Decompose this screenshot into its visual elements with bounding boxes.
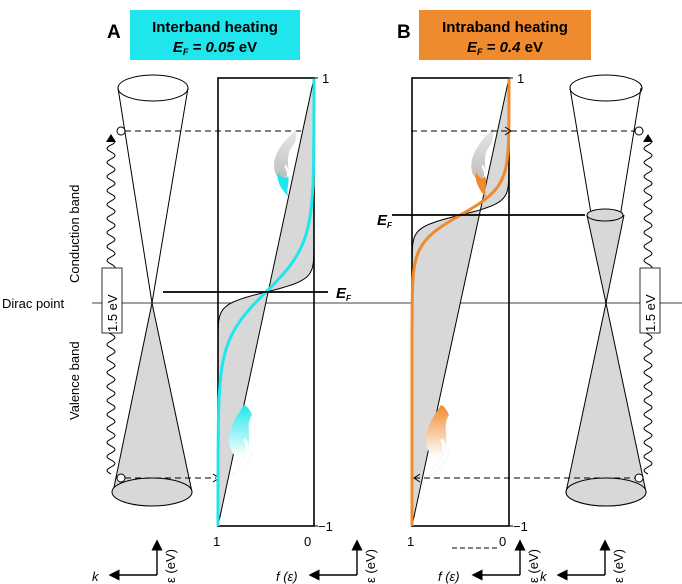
axis-corner-b: f (ε) ε (eV): [438, 539, 541, 584]
axis-corner-a: f (ε) ε (eV): [276, 539, 378, 584]
panel-b-ef: EF = 0.4 eV: [467, 39, 543, 57]
panel-a: A Interband heating EF = 0.05 eV 1.5 eV: [92, 10, 378, 584]
distribution-fill-a: [217, 77, 315, 527]
flame-icon-a-top: [274, 130, 297, 180]
k-axis-label-left: k: [92, 569, 100, 584]
arrow-bottom-b: [413, 473, 421, 483]
panel-b-letter: B: [397, 22, 411, 43]
gap-label-a: 1.5 eV: [105, 294, 120, 332]
gap-box-a: [101, 267, 123, 334]
conduction-band-label: Conduction band: [67, 185, 82, 283]
excited-state-b: [634, 126, 644, 136]
tick-top-label-b: 1: [517, 71, 524, 86]
e-axis-label-left: ε (eV): [163, 549, 178, 583]
flame-icon-b-bottom: [426, 405, 449, 457]
f-axis-label-b: f (ε): [438, 569, 460, 584]
panel-a-ef: EF = 0.05 eV: [173, 39, 257, 57]
tick-bottom-label-b: −1: [513, 519, 528, 534]
axis-corner-k-right: k ε (eV): [540, 539, 626, 584]
flame-icon-a-bottom: [229, 405, 252, 457]
fermi-label-b: EF: [377, 212, 393, 230]
flame-icon-b-bottom-white: [428, 449, 450, 477]
gap-label-b: 1.5 eV: [643, 294, 658, 332]
panel-b-title-box: [419, 10, 591, 60]
panel-b-title: Intraband heating: [442, 19, 568, 36]
gap-box-b: [639, 267, 661, 334]
photon-arrow-a: [106, 134, 116, 142]
tick-bottom-label-a: −1: [318, 519, 333, 534]
panel-a-title: Interband heating: [152, 19, 278, 36]
tick-top-label-a: 1: [322, 71, 329, 86]
ground-state-a: [116, 473, 126, 483]
panel-b: B Intraband heating EF = 0.4 eV 1 −1 1 0…: [377, 10, 661, 584]
valence-band-label: Valence band: [67, 341, 82, 420]
e-axis-label-b: ε (eV): [526, 549, 541, 583]
tick-f-zero-b: 0: [499, 534, 506, 549]
dirac-point-label: Dirac point: [2, 296, 65, 311]
tick-f-one-b: 1: [407, 534, 414, 549]
panel-a-letter: A: [107, 22, 121, 43]
axis-corner-k-left: k ε (eV): [92, 539, 178, 584]
flame-icon-b-top: [471, 128, 494, 180]
tick-f-zero-a: 0: [304, 534, 311, 549]
flame-icon-a-bottom-white: [231, 449, 253, 477]
ground-state-b: [634, 473, 644, 483]
e-axis-label-right: ε (eV): [611, 549, 626, 583]
panel-a-title-box: [130, 10, 300, 60]
photon-arrow-b: [643, 134, 653, 142]
f-axis-label-a: f (ε): [276, 569, 298, 584]
hot-distribution-curve-b: [410, 78, 511, 526]
tick-f-one-a: 1: [213, 534, 220, 549]
dirac-cone-a: [111, 74, 193, 507]
distribution-box-a: [217, 77, 315, 527]
excited-state-a: [116, 126, 126, 136]
distribution-fill-b: [411, 77, 510, 527]
flame-icon-a-top-color: [277, 172, 289, 196]
dirac-cone-b: [565, 74, 647, 507]
arrow-top-b: [504, 126, 512, 136]
flame-icon-b-top-color: [475, 172, 487, 198]
e-axis-label-a: ε (eV): [363, 549, 378, 583]
k-axis-label-right: k: [540, 569, 548, 584]
fermi-label-a: EF: [336, 285, 352, 303]
hot-distribution-curve-a: [216, 78, 316, 526]
